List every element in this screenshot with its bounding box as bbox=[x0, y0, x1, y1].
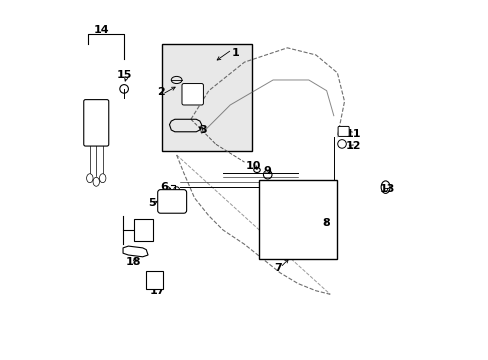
FancyBboxPatch shape bbox=[162, 44, 251, 152]
Text: 6: 6 bbox=[160, 182, 168, 192]
FancyBboxPatch shape bbox=[182, 84, 203, 105]
Text: 13: 13 bbox=[379, 184, 394, 194]
Text: 7: 7 bbox=[274, 262, 282, 273]
FancyBboxPatch shape bbox=[337, 126, 348, 136]
Text: 10: 10 bbox=[245, 161, 261, 171]
Text: 15: 15 bbox=[117, 69, 132, 80]
Text: 4: 4 bbox=[196, 96, 203, 107]
Text: 18: 18 bbox=[126, 257, 141, 267]
Text: 2: 2 bbox=[156, 87, 164, 98]
Text: 1: 1 bbox=[231, 48, 239, 58]
Bar bbox=[258, 180, 337, 258]
Text: 16: 16 bbox=[133, 227, 148, 237]
Text: 12: 12 bbox=[345, 141, 361, 151]
FancyBboxPatch shape bbox=[145, 271, 163, 289]
Text: 9: 9 bbox=[263, 166, 271, 176]
FancyBboxPatch shape bbox=[83, 100, 108, 146]
Text: 17: 17 bbox=[149, 286, 164, 296]
Text: 8: 8 bbox=[322, 218, 330, 228]
Text: 14: 14 bbox=[94, 25, 109, 35]
FancyBboxPatch shape bbox=[157, 190, 186, 213]
Text: 11: 11 bbox=[345, 129, 361, 139]
Text: 5: 5 bbox=[147, 198, 155, 208]
FancyBboxPatch shape bbox=[134, 219, 153, 241]
Text: 3: 3 bbox=[199, 125, 207, 135]
